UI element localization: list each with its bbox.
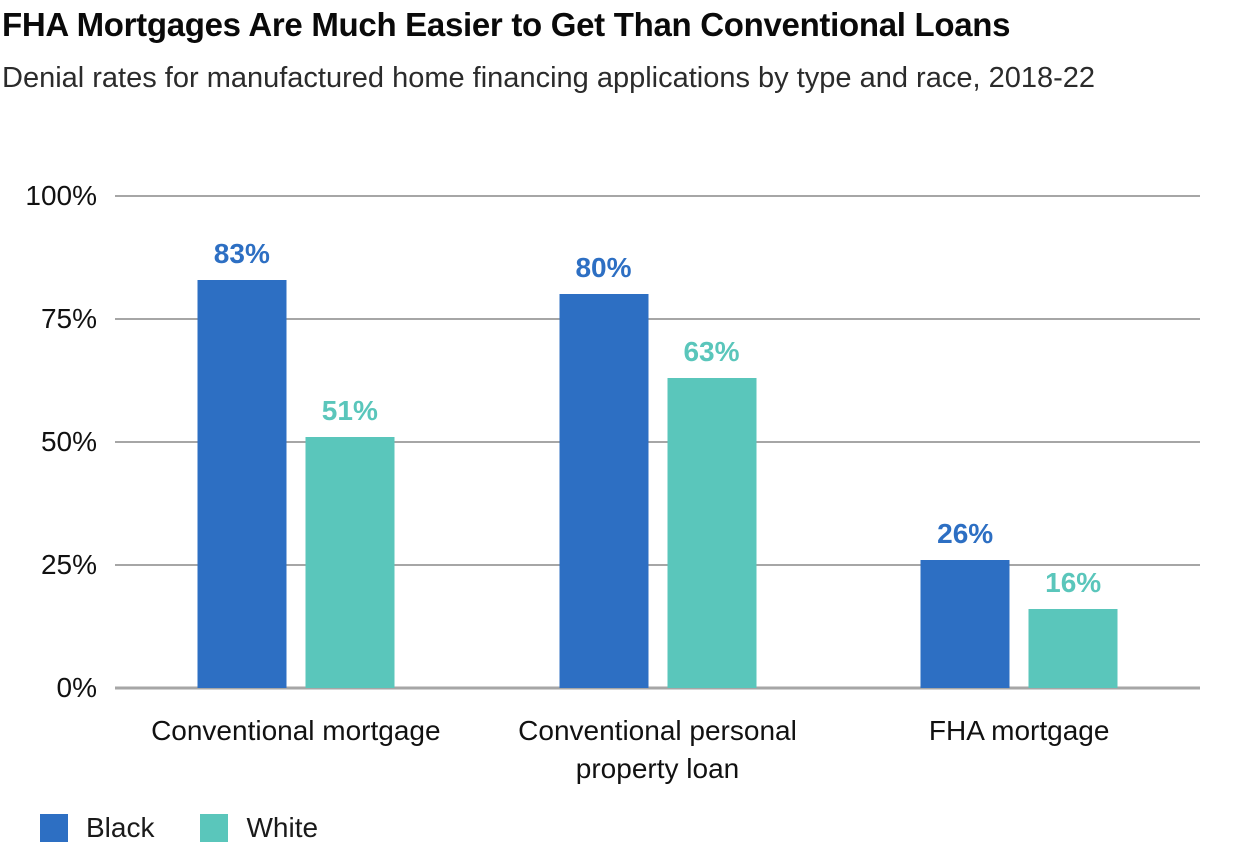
bar-wrap-white-2: 63% (667, 196, 756, 688)
x-category-label-2: Conventional personal property loan (518, 715, 797, 784)
legend: Black White (40, 812, 318, 844)
bar-black-2 (559, 294, 648, 688)
chart-title: FHA Mortgages Are Much Easier to Get Tha… (2, 6, 1011, 43)
gridline-50 (115, 441, 1200, 443)
legend-item-black: Black (40, 812, 154, 844)
bar-value-label-white-3: 16% (1045, 567, 1102, 599)
y-tick-label-0: 0% (56, 672, 97, 703)
x-category-label-1: Conventional mortgage (151, 715, 441, 746)
bar-value-label-black-2: 80% (575, 252, 632, 284)
legend-label-white: White (246, 812, 319, 843)
y-tick-label-50: 50% (40, 426, 97, 457)
legend-label-black: Black (86, 812, 155, 843)
gridline-75 (115, 318, 1200, 320)
legend-item-white: White (200, 812, 318, 844)
legend-swatch-icon (200, 814, 229, 842)
bar-value-label-white-2: 63% (683, 336, 740, 368)
bar-value-label-white-1: 51% (321, 395, 378, 427)
y-axis: 100% 75% 50% 25% 0% (0, 180, 97, 703)
x-category-label-3: FHA mortgage (928, 715, 1110, 746)
chart-subtitle: Denial rates for manufactured home finan… (2, 62, 1095, 94)
y-tick-label-75: 75% (40, 303, 97, 334)
bar-white-3 (1028, 609, 1118, 688)
bar-wrap-white-3: 16% (1028, 196, 1118, 688)
bar-wrap-black-1: 83% (197, 196, 287, 688)
bar-white-1 (305, 437, 395, 688)
gridline-0 (115, 686, 1200, 690)
bar-wrap-white-1: 51% (305, 196, 395, 688)
x-axis: Conventional mortgage Conventional person… (115, 712, 1200, 792)
gridline-25 (115, 564, 1200, 566)
bar-group-3: 26% 16% (920, 196, 1118, 688)
bar-value-label-black-3: 26% (937, 518, 994, 550)
legend-swatch-icon (40, 814, 68, 842)
y-tick-label-25: 25% (40, 549, 97, 580)
gridline-100 (115, 195, 1200, 197)
plot-area: 83% 51% 80% 63% 26% 16% (115, 195, 1200, 690)
y-tick-label-100: 100% (25, 180, 97, 211)
bar-black-1 (197, 279, 287, 688)
bar-group-2: 80% 63% (559, 196, 756, 688)
bar-white-2 (667, 378, 756, 688)
bar-group-1: 83% 51% (197, 196, 395, 688)
bar-wrap-black-2: 80% (559, 196, 648, 688)
bar-wrap-black-3: 26% (920, 196, 1010, 688)
bar-value-label-black-1: 83% (213, 237, 270, 269)
bar-black-3 (920, 560, 1010, 688)
